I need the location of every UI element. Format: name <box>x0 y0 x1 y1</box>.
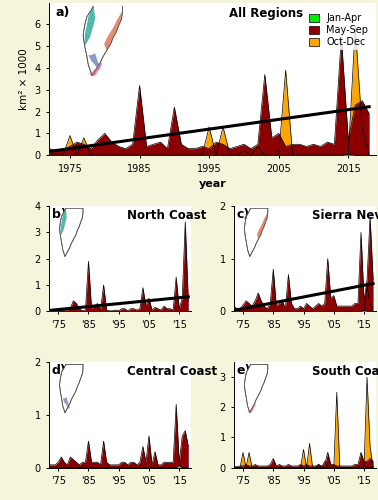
Text: e): e) <box>237 364 251 378</box>
Text: All Regions: All Regions <box>229 7 303 20</box>
Text: a): a) <box>56 6 70 18</box>
Text: d): d) <box>52 364 67 378</box>
X-axis label: year: year <box>199 179 226 189</box>
Legend: Jan-Apr, May-Sep, Oct-Dec: Jan-Apr, May-Sep, Oct-Dec <box>306 10 371 50</box>
Text: b): b) <box>52 208 67 221</box>
Text: c): c) <box>237 208 250 221</box>
Text: Central Coast: Central Coast <box>127 366 217 378</box>
Y-axis label: km² × 1000: km² × 1000 <box>19 48 29 110</box>
Text: South Coast: South Coast <box>312 366 378 378</box>
Text: North Coast: North Coast <box>127 209 207 222</box>
Text: Sierra Nevada: Sierra Nevada <box>312 209 378 222</box>
